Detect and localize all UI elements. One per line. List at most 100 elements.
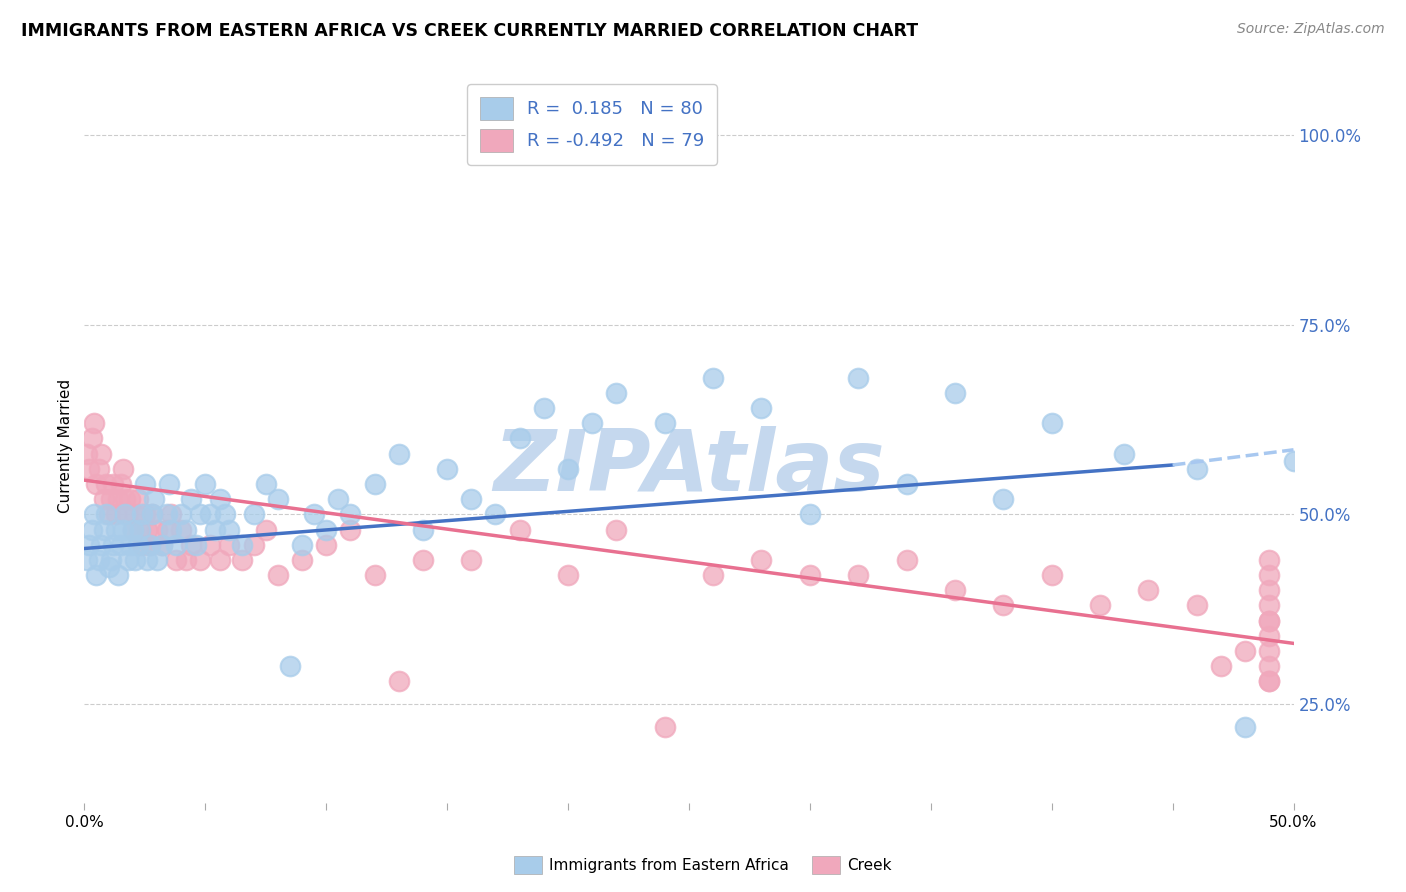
Point [702,568,724,582]
Point [76,553,98,567]
Point [131,538,153,552]
Point [702,370,724,384]
Point [846,370,869,384]
Point [1258,644,1281,658]
Point [170,508,193,522]
Point [654,720,676,734]
Point [112,462,135,476]
Point [117,553,139,567]
Point [267,492,290,507]
Point [484,508,506,522]
Point [104,508,127,522]
Point [581,416,603,430]
Point [388,674,411,689]
Point [97,508,120,522]
Point [138,538,160,552]
Point [1258,674,1281,689]
Point [896,477,918,491]
Point [799,508,821,522]
Point [302,508,325,522]
Point [114,492,136,507]
Point [1114,447,1136,461]
Point [160,523,183,537]
Point [184,538,207,552]
Point [231,538,253,552]
Point [231,553,253,567]
Point [339,523,361,537]
Point [146,553,169,567]
Point [557,462,579,476]
Point [1258,583,1281,598]
Point [129,523,152,537]
Legend: Immigrants from Eastern Africa, Creek: Immigrants from Eastern Africa, Creek [508,850,898,880]
Point [1258,629,1281,643]
Point [90,538,112,552]
Point [605,523,627,537]
Point [127,492,149,507]
Point [339,508,361,522]
Point [117,508,139,522]
Point [1209,659,1232,673]
Point [436,462,458,476]
Point [141,508,163,522]
Point [896,553,918,567]
Point [1258,599,1281,613]
Point [799,568,821,582]
Point [83,416,105,430]
Point [218,538,240,552]
Point [1258,568,1281,582]
Point [214,508,236,522]
Point [1258,659,1281,673]
Point [194,477,217,491]
Point [846,568,869,582]
Point [170,523,193,537]
Point [104,523,127,537]
Y-axis label: Currently Married: Currently Married [58,379,73,513]
Text: ZIPAtlas: ZIPAtlas [494,425,884,509]
Point [363,477,385,491]
Point [242,508,264,522]
Point [1040,416,1063,430]
Point [112,523,135,537]
Point [80,431,103,445]
Point [315,538,337,552]
Point [150,538,173,552]
Point [208,492,231,507]
Point [86,568,108,582]
Point [208,553,231,567]
Point [509,431,531,445]
Point [93,492,115,507]
Point [1258,614,1281,628]
Point [1185,462,1208,476]
Point [1258,614,1281,628]
Point [138,538,160,552]
Point [83,508,105,522]
Point [143,492,166,507]
Point [90,447,112,461]
Point [315,523,337,537]
Point [1137,583,1160,598]
Point [388,447,411,461]
Point [654,416,676,430]
Point [157,477,180,491]
Point [993,492,1015,507]
Point [218,523,240,537]
Point [254,523,277,537]
Point [412,523,434,537]
Point [509,523,531,537]
Point [328,492,350,507]
Point [412,553,434,567]
Point [93,523,115,537]
Point [1282,454,1305,468]
Point [1040,568,1063,582]
Point [198,538,221,552]
Point [267,568,290,582]
Point [1088,599,1111,613]
Point [134,477,156,491]
Point [87,462,110,476]
Point [993,599,1015,613]
Point [198,508,221,522]
Point [124,508,146,522]
Point [103,477,125,491]
Point [110,477,132,491]
